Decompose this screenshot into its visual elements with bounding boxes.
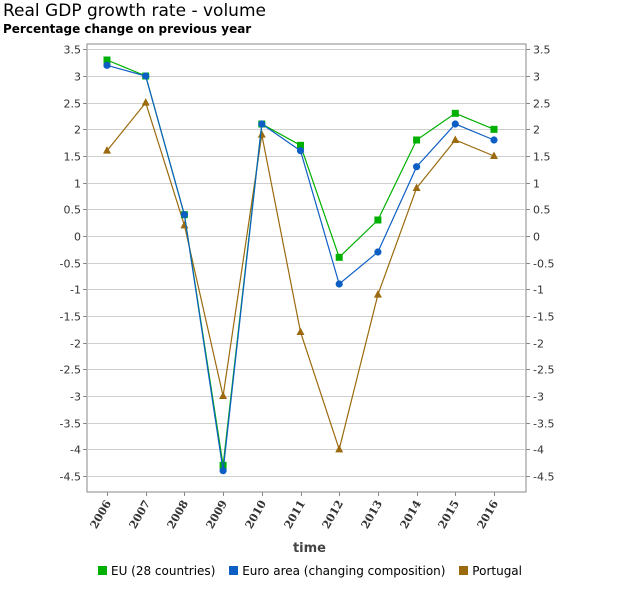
y-tick-label-right: -4 xyxy=(533,444,544,457)
chart-subtitle: Percentage change on previous year xyxy=(3,22,252,36)
y-tick-label-left: -1.5 xyxy=(60,311,81,324)
euro-area-swatch-icon xyxy=(229,566,239,575)
y-tick-label-left: 0 xyxy=(74,231,81,244)
legend-item-eu[interactable]: EU (28 countries) xyxy=(97,564,216,578)
y-tick-label-right: -3 xyxy=(533,391,544,404)
data-point-circle[interactable] xyxy=(490,136,498,144)
y-tick-label-right: -1 xyxy=(533,284,544,297)
legend: EU (28 countries) Euro area (changing co… xyxy=(0,564,620,578)
data-point-triangle[interactable] xyxy=(257,130,266,138)
data-point-circle[interactable] xyxy=(219,467,227,475)
y-tick-label-left: -2.5 xyxy=(60,364,81,377)
x-tick-label: 2014 xyxy=(398,498,425,531)
line-chart: 3.5 3.5 3 3 2.5 2.5 2 2 1.5 1.5 1 1 0.5 0.5 0 0 -0.5 -0.5… xyxy=(60,43,554,556)
data-point-triangle[interactable] xyxy=(373,290,382,298)
data-point-triangle[interactable] xyxy=(412,183,421,192)
y-tick-label-right: 2 xyxy=(533,124,540,137)
data-point-circle[interactable] xyxy=(103,61,111,69)
y-tick-label-right: 3 xyxy=(533,71,540,84)
x-tick-label: 2016 xyxy=(475,498,502,531)
y-tick-label-right: -4.5 xyxy=(533,471,554,484)
x-tick-label: 2012 xyxy=(320,498,347,531)
y-tick-label-right: 0 xyxy=(533,231,540,244)
y-tick-label-left: -3.5 xyxy=(60,418,81,431)
data-point-circle[interactable] xyxy=(142,72,150,80)
data-point-square[interactable] xyxy=(297,141,304,149)
data-point-circle[interactable] xyxy=(258,120,266,128)
data-point-square[interactable] xyxy=(413,136,421,144)
y-tick-label-left: 0.5 xyxy=(64,204,82,217)
y-tick-label-right: -3.5 xyxy=(533,418,554,431)
chart-title: Real GDP growth rate - volume xyxy=(3,1,266,21)
y-tick-label-right: 1 xyxy=(533,178,540,191)
data-point-triangle[interactable] xyxy=(219,391,228,400)
data-point-circle[interactable] xyxy=(296,147,305,155)
data-point-triangle[interactable] xyxy=(451,135,460,144)
y-tick-label-right: 0.5 xyxy=(533,204,551,217)
y-tick-label-left: 1 xyxy=(74,178,81,191)
legend-label-portugal: Portugal xyxy=(472,564,522,578)
portugal-swatch-icon xyxy=(459,566,469,575)
legend-label-eu: EU (28 countries) xyxy=(110,564,216,578)
legend-label-euro-area: Euro area (changing composition) xyxy=(242,564,446,578)
x-tick-label: 2007 xyxy=(127,498,154,531)
x-tick-label: 2015 xyxy=(436,498,463,531)
y-tick-label-right: -2.5 xyxy=(533,364,554,377)
x-tick-label: 2010 xyxy=(243,498,270,531)
y-tick-label-right: 2.5 xyxy=(533,98,551,111)
y-tick-label-left: -1 xyxy=(70,284,81,297)
y-tick-label-left: 2.5 xyxy=(64,98,82,111)
y-tick-label-left: 1.5 xyxy=(64,151,82,164)
x-tick-label: 2006 xyxy=(88,498,115,531)
data-point-circle[interactable] xyxy=(413,163,421,171)
y-tick-label-right: -1.5 xyxy=(533,311,554,324)
y-tick-label-left: -3 xyxy=(70,391,81,404)
y-tick-label-right: -0.5 xyxy=(533,258,554,271)
data-point-triangle[interactable] xyxy=(296,327,305,336)
x-tick-label: 2009 xyxy=(204,498,231,531)
y-tick-label-left: -2 xyxy=(70,338,81,351)
y-tick-label-left: -4 xyxy=(70,444,81,457)
y-tick-label-right: -2 xyxy=(533,338,544,351)
y-tick-label-left: -4.5 xyxy=(60,471,81,484)
eu-swatch-icon xyxy=(97,566,107,575)
y-tick-label-left: 3 xyxy=(74,71,81,84)
data-point-square[interactable] xyxy=(490,125,498,133)
data-point-triangle[interactable] xyxy=(103,146,111,154)
data-point-circle[interactable] xyxy=(335,280,343,288)
y-tick-label-right: 3.5 xyxy=(533,44,551,57)
data-point-circle[interactable] xyxy=(451,120,459,128)
data-point-square[interactable] xyxy=(374,216,382,224)
x-tick-label: 2013 xyxy=(359,498,386,531)
data-point-square[interactable] xyxy=(103,56,111,64)
data-point-triangle[interactable] xyxy=(490,151,498,160)
y-tick-label-left: -0.5 xyxy=(60,258,81,271)
data-point-circle[interactable] xyxy=(180,211,188,219)
y-tick-label-right: 1.5 xyxy=(533,151,551,164)
legend-item-euro-area[interactable]: Euro area (changing composition) xyxy=(229,564,445,578)
x-tick-label: 2011 xyxy=(282,498,309,531)
x-axis-title: time xyxy=(293,541,326,556)
data-point-triangle[interactable] xyxy=(141,98,150,106)
plot-area xyxy=(86,43,527,493)
data-point-triangle[interactable] xyxy=(335,444,344,453)
data-point-square[interactable] xyxy=(451,109,459,117)
x-tick-label: 2008 xyxy=(165,498,192,531)
data-point-square[interactable] xyxy=(335,253,343,261)
data-point-circle[interactable] xyxy=(374,248,382,256)
legend-item-portugal[interactable]: Portugal xyxy=(459,564,522,578)
y-tick-label-left: 2 xyxy=(74,124,81,137)
y-tick-label-left: 3.5 xyxy=(64,44,82,57)
